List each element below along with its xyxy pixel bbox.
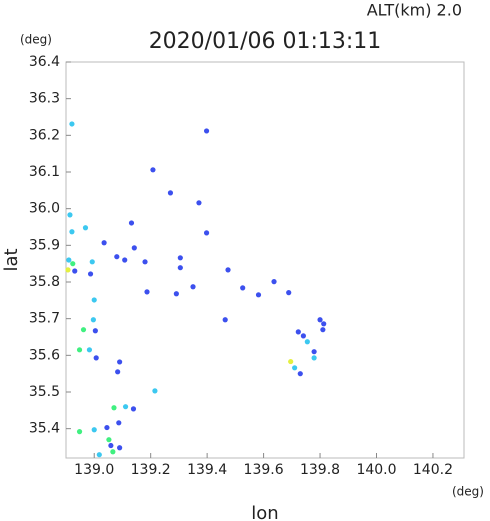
radar-echo [106,437,112,443]
radar-echo [117,359,123,365]
x-tick-label: 139.4 [187,462,227,478]
radar-echo [203,128,210,134]
radar-echo [76,347,83,353]
radar-echo [321,321,327,327]
radar-echo [90,317,96,323]
radar-echo [130,406,137,412]
radar-echo [177,265,183,271]
radar-echo [122,257,128,263]
radar-echo [91,297,97,303]
radar-echo [101,240,107,246]
radar-echo [104,424,110,431]
radar-echo [320,327,326,333]
radar-echo [114,254,120,260]
y-tick-label: 35.4 [29,421,60,437]
radar-echo [70,261,76,267]
radar-echo [288,358,294,365]
radar-echo [131,245,137,251]
y-tick-label: 36.4 [29,54,60,70]
radar-echo [196,200,202,206]
radar-echo [271,279,277,285]
x-tick-label: 139.6 [244,462,284,478]
x-unit: (deg) [452,485,484,499]
radar-echo [80,327,87,333]
x-tick-label: 139.0 [74,462,114,478]
radar-echo [297,371,303,377]
radar-echo [167,190,174,196]
subtitle: ALT(km) 2.0 [367,1,462,20]
radar-echo [89,259,95,265]
y-tick-label: 35.6 [29,347,60,363]
radar-echo [110,449,116,455]
radar-echo [190,284,196,290]
radar-echo [142,259,148,265]
radar-echo [255,292,262,298]
radar-echo [96,452,102,458]
radar-echo [286,290,292,296]
radar-echo [173,291,179,297]
radar-echo [111,405,117,411]
radar-echo [66,257,72,263]
y-tick-label: 36.1 [29,164,60,180]
radar-echo [128,220,135,226]
radar-echo [240,285,246,291]
x-tick-label: 139.2 [131,462,171,478]
radar-echo [122,404,129,410]
radar-echo [150,167,156,173]
y-axis-label: lat [1,248,22,271]
radar-echo [292,365,298,371]
y-tick-label: 36.2 [29,127,60,143]
radar-echo [76,429,83,435]
radar-echo [317,317,323,323]
y-tick-label: 36.0 [29,201,60,217]
radar-echo [225,267,231,273]
y-tick-label: 35.5 [29,384,60,400]
radar-echo [177,255,183,261]
radar-echo [152,388,158,394]
radar-echo [115,369,121,375]
radar-echo [92,328,98,334]
radar-echo [295,329,301,335]
radar-echo [144,289,150,295]
radar-echo [72,268,78,274]
radar-echo [82,225,89,231]
radar-echo [65,267,71,273]
y-tick-label: 35.9 [29,237,60,253]
radar-echo [304,339,310,345]
x-tick-label: 139.8 [300,462,340,478]
x-tick-label: 140.2 [413,462,453,478]
y-tick-label: 35.8 [29,274,60,290]
plot-frame [65,61,465,459]
radar-echo [116,420,122,426]
radar-echo [117,445,123,451]
radar-echo [311,355,317,361]
radar-echo [300,333,306,339]
radar-echo [87,271,94,277]
radar-echo [69,121,75,127]
y-tick-label: 36.3 [29,91,60,107]
x-tick-label: 140.0 [356,462,396,478]
radar-echo [86,347,93,353]
radar-echo [108,442,114,449]
radar-echo [67,212,73,218]
y-tick-label: 35.7 [29,311,60,327]
y-unit: (deg) [20,33,52,47]
radar-echo [93,355,99,361]
radar-echo [311,349,317,355]
x-axis-label: lon [251,503,278,521]
radar-echo [91,427,97,433]
radar-echo [203,230,210,236]
chart-title: 2020/01/06 01:13:11 [149,29,382,54]
radar-echo [222,317,228,323]
radar-echo [69,229,75,235]
